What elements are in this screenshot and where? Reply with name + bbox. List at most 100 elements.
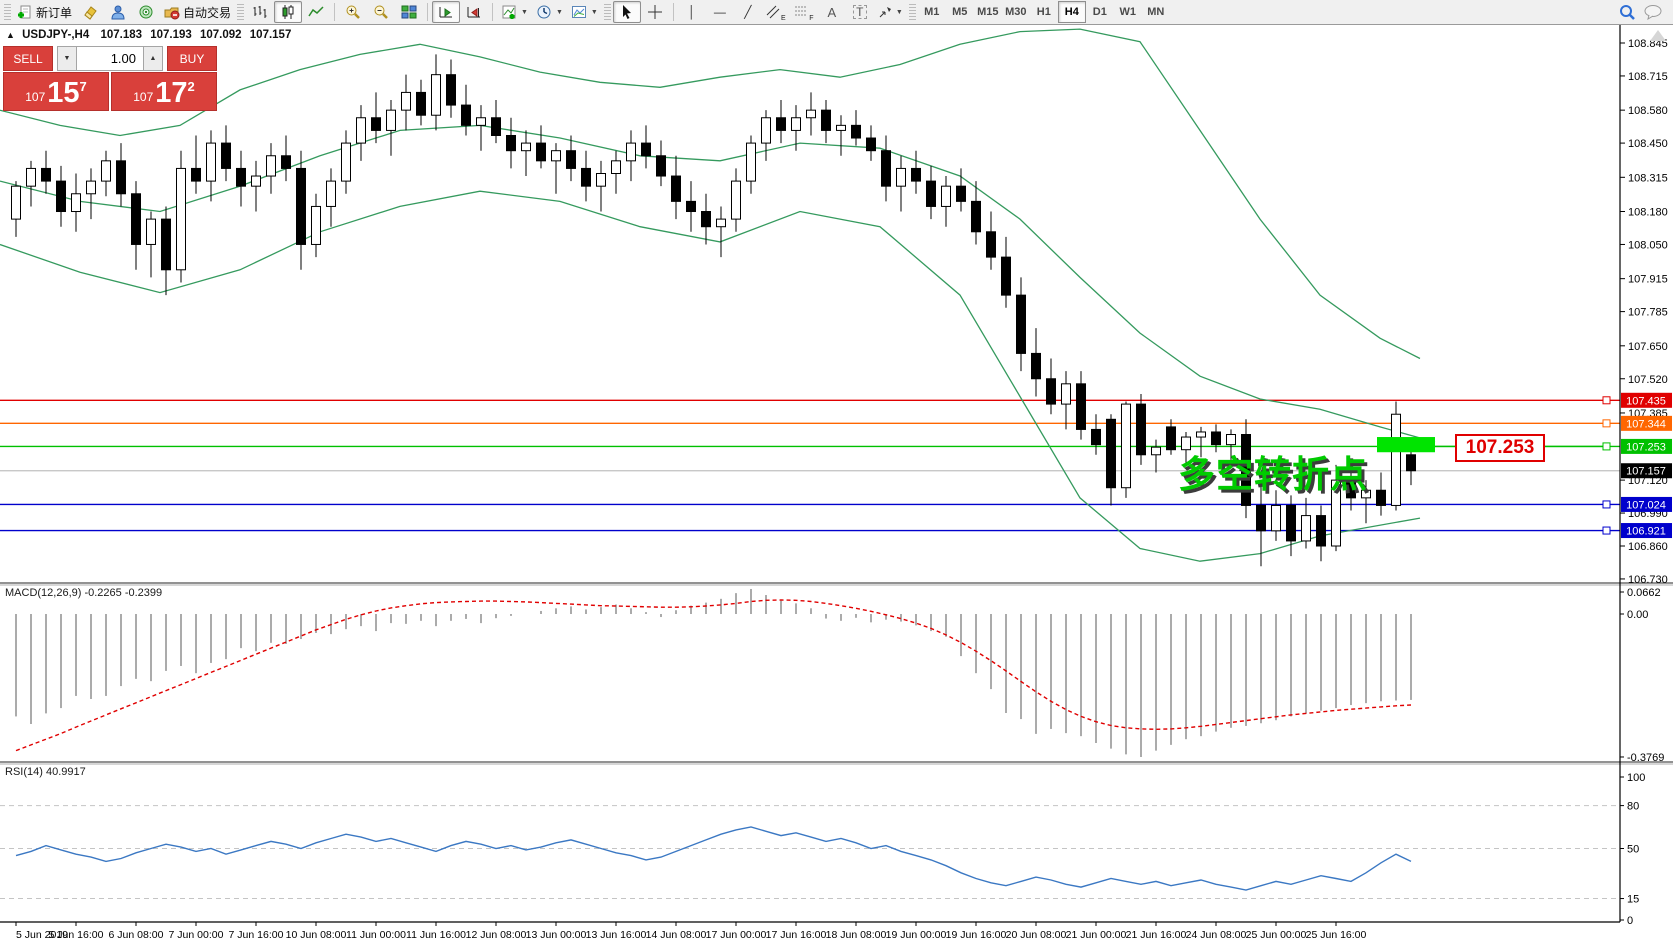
toolbar-grip[interactable]: [237, 4, 245, 20]
buy-price-box[interactable]: 107 17 2: [111, 72, 217, 111]
text-icon: A: [827, 4, 837, 20]
candle-body: [581, 167, 591, 187]
timeframe-button-m15[interactable]: M15: [977, 6, 999, 18]
candle-body: [41, 167, 51, 182]
candle-body: [1301, 515, 1311, 542]
candle-body: [521, 142, 531, 152]
candle-body: [1031, 352, 1041, 380]
ohlc-low: 107.092: [200, 29, 242, 41]
buy-button[interactable]: BUY: [167, 46, 217, 71]
time-tick-label: 10 Jun 08:00: [286, 929, 347, 941]
chat-icon[interactable]: [1644, 4, 1663, 20]
timeframe-button-h4[interactable]: H4: [1057, 1, 1086, 23]
zoom-out-button[interactable]: [367, 1, 395, 23]
templates-button[interactable]: ▼: [567, 1, 602, 23]
one-click-trading-panel: SELL ▼ 1.00 ▲ BUY 107 15 7 107 17 2: [3, 46, 217, 111]
chart-shift-button[interactable]: [460, 1, 488, 23]
buy-price-big: 17: [155, 77, 188, 110]
line-handle[interactable]: [1602, 500, 1611, 509]
symbol-info-bar[interactable]: ▲ USDJPY-,H4 107.183 107.193 107.092 107…: [6, 29, 291, 41]
tile-windows-button[interactable]: [395, 1, 423, 23]
horizontal-line-tool-button[interactable]: —: [706, 1, 734, 23]
text-label-tool-button[interactable]: T: [846, 1, 874, 23]
timeframe-button-m30[interactable]: M30: [1005, 6, 1027, 18]
candle-body: [611, 160, 621, 175]
timeframe-button-mn[interactable]: MN: [1147, 6, 1165, 18]
line-handle[interactable]: [1602, 442, 1611, 451]
auto-trading-button[interactable]: 自动交易: [160, 1, 235, 23]
candle-body: [401, 91, 411, 111]
fibonacci-icon: [795, 6, 808, 16]
toolbar-grip[interactable]: [603, 4, 611, 20]
candle-body: [911, 167, 921, 182]
candle-body: [671, 175, 681, 202]
timeframe-button-w1[interactable]: W1: [1119, 6, 1137, 18]
candlestick-chart-button[interactable]: [274, 1, 303, 23]
scroll-up-icon[interactable]: [1650, 30, 1666, 41]
line-handle[interactable]: [1602, 526, 1611, 535]
crosshair-icon: [647, 5, 662, 19]
collapse-triangle-icon[interactable]: ▲: [6, 30, 15, 40]
sell-price-box[interactable]: 107 15 7: [3, 72, 109, 111]
timeframe-button-d1[interactable]: D1: [1092, 6, 1107, 18]
candle-body: [176, 167, 186, 271]
price-badge: [1621, 438, 1672, 454]
text-tool-button[interactable]: A: [818, 1, 846, 23]
candle-body: [1016, 294, 1026, 354]
timeframe-button-m5[interactable]: M5: [952, 6, 968, 18]
timeframe-button-m1[interactable]: M1: [924, 6, 940, 18]
auto-scroll-button[interactable]: [432, 1, 461, 23]
periods-button[interactable]: ▼: [532, 1, 567, 23]
trendline-icon: ╱: [744, 5, 752, 19]
time-tick-label: 20 Jun 08:00: [1006, 929, 1067, 941]
volume-decrease-button[interactable]: ▼: [57, 46, 77, 71]
zoom-in-button[interactable]: [339, 1, 367, 23]
candle-body: [1316, 515, 1326, 547]
toolbar-grip[interactable]: [908, 4, 916, 20]
price-badge-label: 107.157: [1626, 466, 1666, 478]
new-order-label: 新订单: [36, 5, 73, 20]
price-tick-label: 106.730: [1628, 574, 1668, 586]
new-order-button[interactable]: 新订单: [13, 1, 76, 23]
trendline-tool-button[interactable]: ╱: [734, 1, 762, 23]
candle-body: [1181, 436, 1191, 451]
candle-body: [191, 167, 201, 182]
candle-body: [1136, 403, 1146, 456]
indicators-button[interactable]: ▼: [497, 1, 532, 23]
fibonacci-tool-button[interactable]: F: [790, 1, 818, 23]
signal-button[interactable]: [132, 1, 160, 23]
volume-input[interactable]: 1.00: [77, 46, 143, 71]
green-rectangle-object[interactable]: [1377, 437, 1435, 453]
sell-price-big: 15: [47, 77, 80, 110]
crosshair-tool-button[interactable]: [641, 1, 669, 23]
turning-point-annotation[interactable]: 多空转折点: [1178, 454, 1368, 495]
line-chart-button[interactable]: [302, 1, 330, 23]
timeframe-group: M1 M5 M15 M30 H1 H4 D1 W1 MN: [918, 1, 1170, 23]
toolbar-grip[interactable]: [4, 4, 11, 20]
candle-body: [56, 180, 66, 213]
time-tick-label: 13 Jun 16:00: [586, 929, 647, 941]
styler-button[interactable]: [76, 1, 104, 23]
timeframe-button-h1[interactable]: H1: [1036, 6, 1051, 18]
channel-tool-button[interactable]: E: [762, 1, 790, 23]
buy-price-sup: 2: [187, 79, 195, 94]
bar-chart-button[interactable]: [246, 1, 274, 23]
vertical-line-tool-button[interactable]: │: [678, 1, 706, 23]
tile-windows-icon: [401, 5, 417, 19]
floating-price-label[interactable]: 107.253: [1455, 434, 1545, 462]
sell-button[interactable]: SELL: [3, 46, 53, 71]
time-tick-label: 14 Jun 08:00: [646, 929, 707, 941]
line-handle[interactable]: [1602, 396, 1611, 405]
line-handle[interactable]: [1602, 419, 1611, 428]
bollinger-lower-band: [0, 190, 1421, 562]
arrows-tool-button[interactable]: ▼: [874, 1, 907, 23]
search-icon[interactable]: [1619, 4, 1636, 21]
text-label-icon: T: [853, 5, 867, 19]
rsi-tick-label: 50: [1627, 844, 1639, 856]
horizontal-line-icon: —: [713, 5, 726, 19]
volume-increase-button[interactable]: ▲: [143, 46, 163, 71]
cursor-tool-button[interactable]: [612, 1, 641, 23]
price-tick-label: 108.315: [1628, 172, 1668, 184]
profile-button[interactable]: [104, 1, 132, 23]
